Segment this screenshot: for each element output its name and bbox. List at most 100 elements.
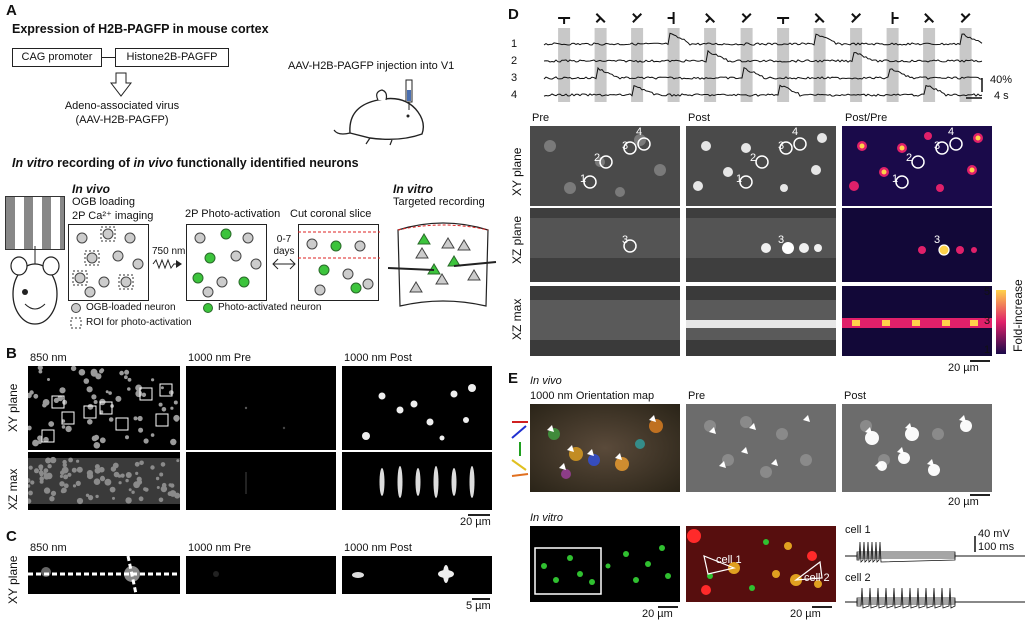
neuron-dot [45,472,53,480]
neuron-dot [71,467,77,473]
neuron-dot [34,468,39,474]
c-pre-image [186,556,336,594]
colorbar-tick-5: 5 [984,286,991,298]
neuron-dot [137,415,143,422]
e-scale-label-2: 20 µm [642,608,673,620]
neuron-dot [125,478,129,483]
arrowhead-icon [649,415,656,422]
virus-label: Adeno-associated virus [64,100,180,112]
neuron-dot [40,479,44,483]
panel-d-label: D [508,6,519,23]
b-row-xy: XY plane [6,383,20,433]
neuron-dot [28,490,33,496]
c-scale-bar [472,598,490,600]
e-pre-image [686,404,836,492]
gene-box: Histone2B-PAGFP [115,48,229,67]
glyph-arrow [924,17,930,23]
neuron-dot [138,427,144,433]
d-scale-y: 40% [990,74,1013,86]
grating-stimulus [5,196,65,250]
panel-c-label: C [6,528,17,545]
d-trace-label-1: 1 [511,38,518,50]
b-xz-850-image [28,452,180,510]
ephys-scale-v: 40 mV [978,528,1010,540]
neuron-dot [94,467,101,474]
neuron-dot [120,473,125,478]
neuron-dot [99,476,106,482]
e-map-title: 1000 nm Orientation map [530,390,655,402]
stimulus-shade [631,28,644,102]
glyph-arrow [851,13,857,19]
trace-3 [543,66,982,80]
neuron-dot [151,378,155,382]
invivo-line-1: OGB loading [72,196,135,208]
neuron-dot [61,466,69,474]
neuron-dot [93,400,98,404]
neuron-dot [61,487,67,494]
colorbar [996,290,1006,354]
neuron-dot [169,490,177,497]
neuron-dot [134,461,140,467]
d-pre-cell-4: 4 [636,126,643,138]
neuron-dot [160,462,166,467]
neuron-dot [93,478,101,485]
neuron-dot [104,478,112,486]
neuron-dot [45,457,52,464]
e-scale-bar-2 [658,606,678,608]
photo-activation-label: 2P Photo-activation [185,208,281,220]
neuron-dot [125,472,132,478]
neuron-dot [37,440,42,444]
glyph-arrow [632,13,638,19]
arrowhead-icon [615,453,622,460]
stimulus-shade [777,28,790,102]
grating-glyph-icon [595,13,606,23]
arrowhead-icon [709,427,716,434]
recording-slice [388,222,497,307]
neuron-dot [112,496,115,500]
d-xy-post-image [686,126,836,206]
d-col-post: Post [688,112,711,124]
d-scale-x: 4 s [994,90,1009,102]
arrowhead-icon [897,447,904,454]
d-xz-pre-cell-3: 3 [622,234,629,246]
neuron-dot [155,476,160,481]
neuron-dot [72,484,77,488]
d-row-xzmax: XZ max [510,298,524,340]
neuron-dot [93,442,101,449]
neuron-dot [99,410,104,414]
neuron-dot [78,369,86,376]
neuron-dot [76,459,80,463]
grating-glyph-icon [667,12,675,24]
legend-activated-label: Photo-activated neuron [218,302,322,313]
e-post-image [842,404,992,492]
neuron-dot [174,418,179,422]
neuron-dot [176,459,180,463]
arrowhead-icon [803,415,810,422]
invivo-title: In vivo [72,182,111,196]
stimulus-shade [667,28,680,102]
injection-label: AAV-H2B-PAGFP injection into V1 [288,60,455,72]
neuron-dot [125,497,132,504]
neuron-dot [168,390,174,395]
neuron-dot [95,494,99,499]
arrowhead-icon [741,447,748,454]
neuron-dot [28,478,31,483]
d-ratio-cell-4: 4 [948,126,955,138]
ephys-traces [845,536,1025,609]
b-row-xz: XZ max [6,468,20,510]
panel-a-subtitle: In vitro recording of in vivo functional… [12,156,359,170]
neuron-dot [108,391,112,395]
neuron-dot [91,435,98,442]
neuron-dot [124,369,130,375]
wavelength-label: 750 nm [152,246,186,257]
legend-ogb-icon [71,303,81,313]
neuron-dot [124,375,128,380]
neuron-dot [39,467,43,471]
neuron-dot [49,456,57,464]
c-scale-label: 5 µm [466,600,491,612]
e-pre-title: Pre [688,390,706,402]
photo-activated-field [186,224,267,301]
neuron-dot [125,435,129,440]
neuron-dot [85,493,90,497]
arrowhead-icon [719,461,726,468]
